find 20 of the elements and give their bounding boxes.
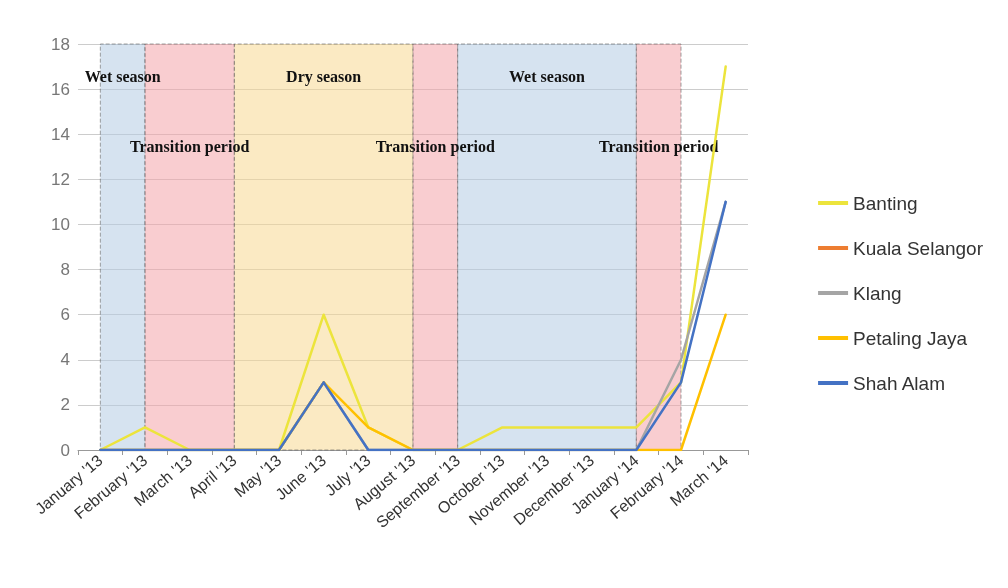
band-label: Transition period (130, 138, 250, 156)
y-tick-label: 4 (60, 350, 70, 370)
y-tick-label: 8 (60, 260, 70, 280)
y-tick-label: 16 (51, 79, 70, 99)
band-label: Dry season (286, 68, 362, 86)
legend-label: Petaling Jaya (853, 327, 968, 349)
y-tick-label: 18 (51, 34, 70, 54)
band-label: Transition period (375, 138, 496, 156)
legend-label: Kuala Selangor (853, 237, 984, 259)
y-tick-label: 6 (60, 305, 70, 325)
y-tick-label: 12 (51, 169, 70, 189)
band-label: Wet season (84, 68, 161, 85)
legend-label: Klang (853, 282, 902, 304)
legend-label: Banting (853, 192, 918, 214)
y-tick-label: 14 (51, 124, 70, 144)
y-tick-label: 0 (60, 440, 70, 460)
y-tick-label: 2 (60, 395, 70, 415)
y-tick-label: 10 (51, 214, 70, 234)
legend-label: Shah Alam (853, 372, 945, 394)
band-label: Wet season (509, 68, 586, 85)
